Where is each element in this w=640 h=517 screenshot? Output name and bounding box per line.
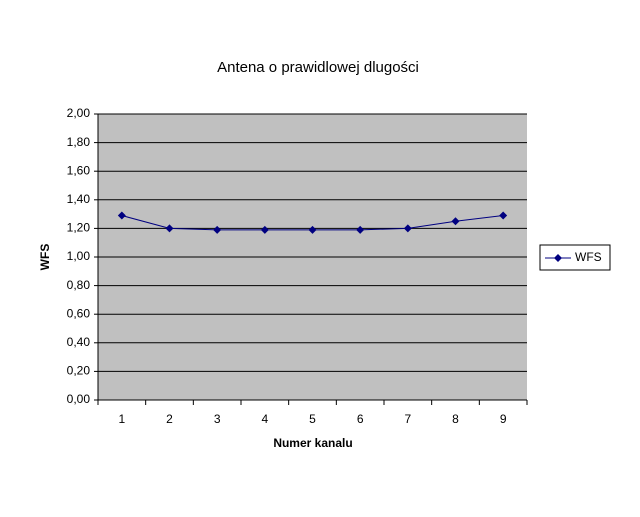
y-tick-label: 2,00	[67, 106, 91, 120]
x-tick-label: 8	[452, 412, 459, 426]
y-tick-label: 0,40	[67, 335, 91, 349]
x-tick-label: 5	[309, 412, 316, 426]
y-tick-label: 0,00	[67, 392, 91, 406]
point-marker	[499, 211, 508, 220]
y-tick-label: 1,20	[67, 221, 91, 235]
x-tick-label: 9	[500, 412, 507, 426]
y-tick-label: 0,60	[67, 306, 91, 320]
y-tick-label: 1,40	[67, 192, 91, 206]
legend-label: WFS	[575, 250, 602, 264]
x-tick-label: 1	[118, 412, 125, 426]
point-marker	[451, 217, 460, 226]
point-marker	[403, 224, 412, 233]
y-axis-label: WFS	[38, 244, 52, 271]
y-tick-label: 0,80	[67, 278, 91, 292]
x-tick-label: 2	[166, 412, 173, 426]
point-marker	[308, 225, 317, 234]
point-marker	[356, 225, 365, 234]
y-tick-label: 0,20	[67, 364, 91, 378]
point-marker	[165, 224, 174, 233]
legend-marker	[554, 254, 562, 262]
x-tick-label: 4	[261, 412, 268, 426]
y-tick-label: 1,00	[67, 249, 91, 263]
chart-title: Antena o prawidlowej dlugości	[217, 59, 419, 76]
x-tick-label: 7	[404, 412, 411, 426]
point-marker	[213, 225, 222, 234]
x-tick-label: 6	[357, 412, 364, 426]
y-tick-label: 1,80	[67, 135, 91, 149]
point-marker	[260, 225, 269, 234]
point-marker	[117, 211, 126, 220]
y-tick-label: 1,60	[67, 163, 91, 177]
x-tick-label: 3	[214, 412, 221, 426]
x-axis-label: Numer kanalu	[273, 436, 352, 450]
